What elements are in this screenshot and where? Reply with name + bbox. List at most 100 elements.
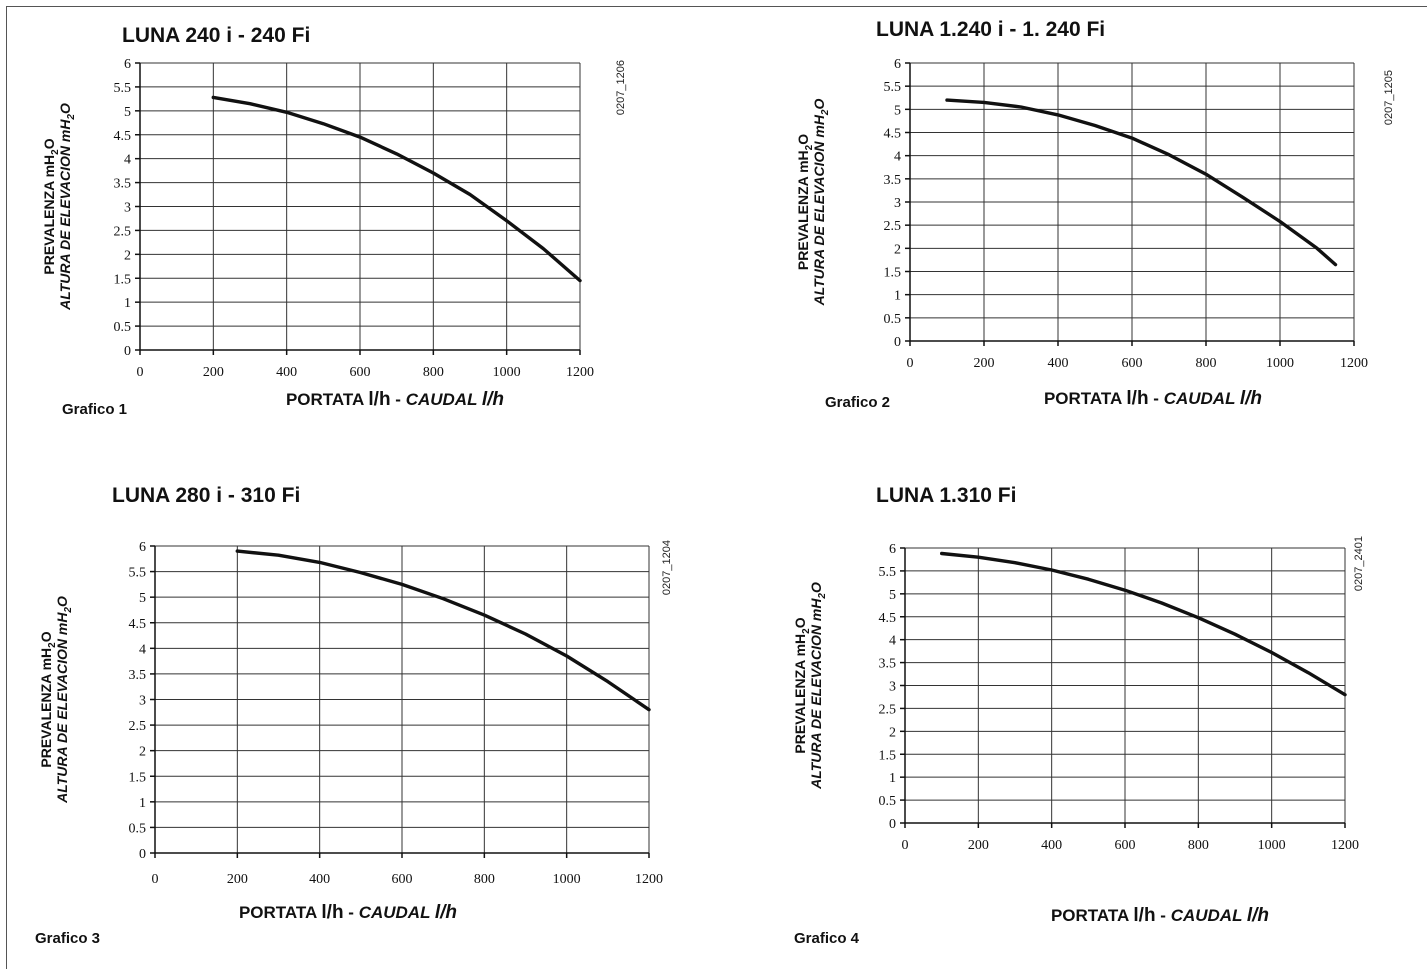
y-axis-label-main-sub: 2 <box>801 628 812 634</box>
y-axis-label-alt: ALTURA DE ELEVACION mH2O <box>57 103 77 311</box>
figure-code: 0207_2401 <box>1353 536 1365 591</box>
x-axis-label-main: PORTATA <box>286 390 368 409</box>
y-tick-label: 0.5 <box>879 794 897 809</box>
series-line-1 <box>211 95 582 283</box>
y-axis-label: PREVALENZA mH2O ALTURA DE ELEVACION mH2O <box>41 103 77 311</box>
x-tick-label: 200 <box>227 872 248 887</box>
x-tick-label: 0 <box>907 356 914 371</box>
x-tick-label: 600 <box>1122 356 1143 371</box>
y-tick-label: 5.5 <box>879 565 897 580</box>
x-axis-label-unit: l/h <box>368 389 390 410</box>
y-axis-label-alt-text: ALTURA DE ELEVACION mH <box>811 114 827 306</box>
chart-3: LUNA 280 i - 310 Fi 0 0.5 1 1.5 2 2.5 3 3.5 4 4.5 5… <box>35 484 673 947</box>
y-axis-label-main-end: O <box>792 617 808 628</box>
y-tick-label: 2 <box>139 745 146 760</box>
x-axis-label-main: PORTATA <box>239 903 321 922</box>
y-axis-label-main: PREVALENZA mH2O <box>792 617 812 753</box>
y-axis-label-main-end: O <box>795 134 811 145</box>
y-tick-label: 5 <box>889 588 896 603</box>
y-tick-label: 0.5 <box>114 320 132 335</box>
x-axis-label-sep: - <box>344 903 359 922</box>
y-axis-label-alt-sub: 2 <box>817 593 828 600</box>
x-axis-label: PORTATA l/h - CAUDAL l/h <box>286 389 504 410</box>
x-tick-label: 200 <box>974 356 995 371</box>
y-tick-label: 2.5 <box>879 702 897 717</box>
x-axis-label-unit: l/h <box>321 902 343 923</box>
y-axis-label-main-text: PREVALENZA mH <box>795 150 811 270</box>
y-tick-label: 3.5 <box>114 177 132 192</box>
x-tick-label: 400 <box>1048 356 1069 371</box>
y-tick-label: 5 <box>124 105 131 120</box>
y-axis-label: PREVALENZA mH2O ALTURA DE ELEVACION mH2O <box>795 99 831 307</box>
x-axis-label-alt: CAUDAL <box>359 903 435 922</box>
x-axis-label-alt-unit: l/h <box>482 389 504 410</box>
x-tick-label: 800 <box>474 872 495 887</box>
x-tick-label: 800 <box>423 365 444 380</box>
y-tick-label: 3.5 <box>884 173 902 188</box>
y-tick-label: 0.5 <box>884 312 902 327</box>
x-axis-label-sep: - <box>391 390 406 409</box>
y-tick-label: 4.5 <box>114 129 132 144</box>
y-tick-label: 1.5 <box>879 748 897 763</box>
y-axis-label-main-sub: 2 <box>50 149 61 155</box>
y-tick-label: 5.5 <box>129 566 147 581</box>
y-tick-label: 3.5 <box>879 657 897 672</box>
x-axis-label-main: PORTATA <box>1051 906 1133 925</box>
y-tick-label: 5 <box>894 103 901 118</box>
y-tick-label: 4 <box>889 634 896 649</box>
y-axis-label-alt-text: ALTURA DE ELEVACION mH <box>57 119 73 311</box>
y-tick-label: 5 <box>139 591 146 606</box>
figure-code: 0207_1206 <box>615 60 627 115</box>
y-tick-label: 5.5 <box>884 80 902 95</box>
y-axis-label-alt: ALTURA DE ELEVACION mH2O <box>811 99 831 307</box>
x-tick-label: 1000 <box>1258 838 1286 853</box>
y-tick-label: 2.5 <box>884 219 902 234</box>
y-tick-label: 3 <box>889 680 896 695</box>
y-axis-label-main-text: PREVALENZA mH <box>38 648 54 768</box>
y-axis-label: PREVALENZA mH2O ALTURA DE ELEVACION mH2O <box>792 582 828 790</box>
y-tick-label: 2.5 <box>129 719 147 734</box>
figure-code-text: 0207_1204 <box>661 540 673 595</box>
figure-code: 0207_1204 <box>661 540 673 595</box>
x-axis-label-alt: CAUDAL <box>1164 389 1240 408</box>
page-frame <box>6 6 1427 969</box>
x-tick-label: 1000 <box>493 365 521 380</box>
y-tick-label: 4 <box>894 150 901 165</box>
y-tick-label: 4.5 <box>884 127 902 142</box>
chart-2: LUNA 1.240 i - 1. 240 Fi 0 0.5 1 1.5 2 2.5 3 3.5… <box>795 18 1395 411</box>
x-tick-label: 1000 <box>553 872 581 887</box>
y-axis-label-alt-end: O <box>54 596 70 607</box>
y-axis-label-alt-text: ALTURA DE ELEVACION mH <box>54 612 70 804</box>
x-tick-label: 400 <box>276 365 297 380</box>
x-tick-label: 1200 <box>1331 838 1359 853</box>
series-line-1 <box>940 551 1347 697</box>
y-axis-label-alt: ALTURA DE ELEVACION mH2O <box>808 582 828 790</box>
y-axis-label-main-end: O <box>41 138 57 149</box>
x-axis-label-alt: CAUDAL <box>406 390 482 409</box>
y-axis-label: PREVALENZA mH2O ALTURA DE ELEVACION mH2O <box>38 596 74 804</box>
y-axis-label-alt: ALTURA DE ELEVACION mH2O <box>54 596 74 804</box>
y-tick-label: 3.5 <box>129 668 147 683</box>
figure-caption: Grafico 4 <box>794 930 860 947</box>
chart-title: LUNA 280 i - 310 Fi <box>112 484 300 507</box>
x-tick-label: 1200 <box>635 872 663 887</box>
y-tick-label: 2 <box>889 725 896 740</box>
y-tick-label: 1.5 <box>129 770 147 785</box>
x-tick-label: 200 <box>968 838 989 853</box>
figure-code: 0207_1205 <box>1383 70 1395 125</box>
x-tick-label: 600 <box>392 872 413 887</box>
x-tick-label: 600 <box>1115 838 1136 853</box>
figure-code-text: 0207_1205 <box>1383 70 1395 125</box>
y-tick-label: 6 <box>139 540 146 555</box>
y-tick-label: 3 <box>124 201 131 216</box>
x-tick-label: 1200 <box>1340 356 1368 371</box>
x-tick-label: 0 <box>152 872 159 887</box>
y-tick-label: 5.5 <box>114 81 132 96</box>
x-axis-label-unit: l/h <box>1133 905 1155 926</box>
y-tick-label: 1.5 <box>884 266 902 281</box>
y-tick-label: 0 <box>139 847 146 862</box>
x-tick-label: 600 <box>350 365 371 380</box>
y-axis-label-main: PREVALENZA mH2O <box>38 631 58 767</box>
